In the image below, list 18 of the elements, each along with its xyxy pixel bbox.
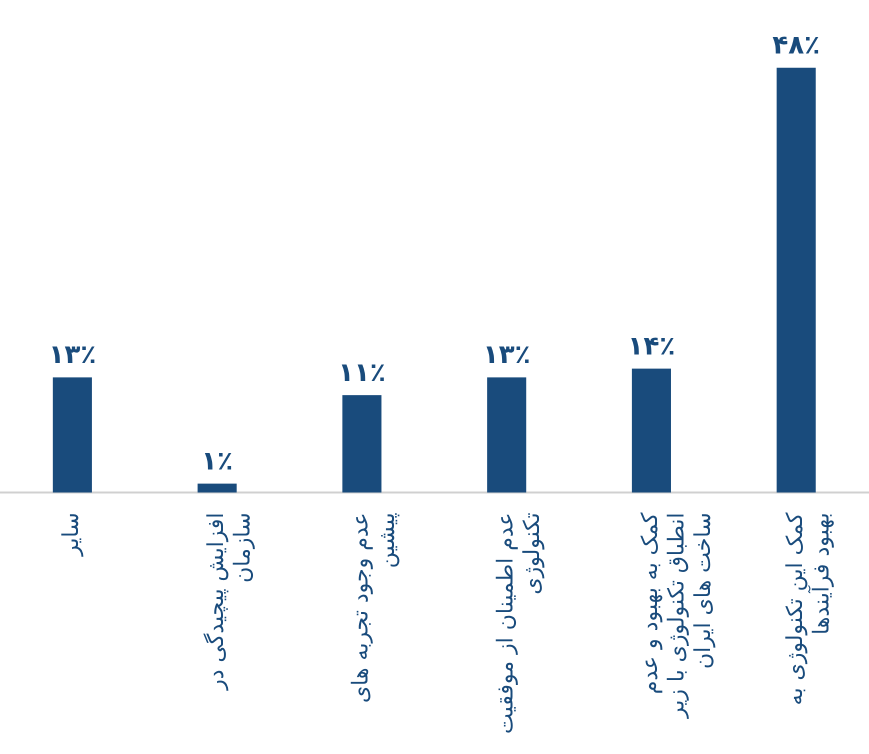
data-label: ۱۳٪: [482, 340, 530, 370]
bar: [632, 368, 671, 492]
x-tick-label: کمک این تکنولوژی به بهبود فرآیندها: [782, 512, 834, 706]
x-tick-label: عدم اطمینان از موفقیت تکنولوژی: [493, 512, 545, 734]
data-label: ۱٪: [201, 446, 234, 476]
x-tick-label: سایر: [59, 512, 84, 557]
data-label: ۱۱٪: [338, 358, 386, 388]
bar: [52, 377, 92, 492]
data-label: ۴۸٪: [772, 30, 820, 60]
x-tick-label: افزایش پیچیدگی در سازمان: [202, 512, 256, 691]
data-label: ۱۳٪: [48, 340, 96, 370]
x-tick-label: کمک به بهبود و عدم انطباق تکنولوژی با زیر ساخت های ایران: [638, 512, 716, 720]
bar: [342, 395, 382, 492]
data-label: ۱۴٪: [628, 331, 676, 362]
bar: [776, 68, 816, 492]
x-tick-label: عدم وجود تجربه های پیشین: [348, 512, 400, 704]
bar: [487, 377, 526, 492]
bar: [198, 484, 237, 492]
